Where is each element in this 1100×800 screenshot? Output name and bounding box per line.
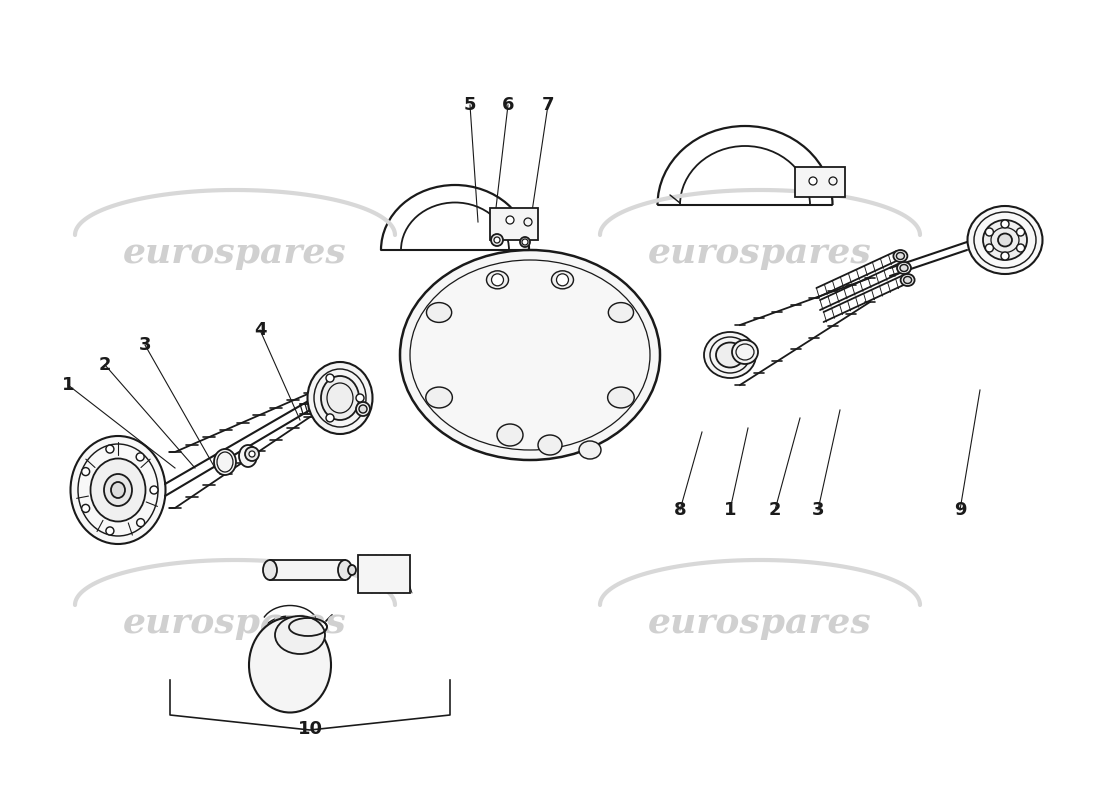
Circle shape [249, 451, 255, 457]
Ellipse shape [400, 250, 660, 460]
Text: 8: 8 [673, 501, 686, 519]
Text: 2: 2 [99, 356, 111, 374]
Ellipse shape [896, 253, 904, 259]
Circle shape [986, 244, 993, 252]
Circle shape [326, 374, 334, 382]
Text: 1: 1 [62, 376, 75, 394]
Ellipse shape [90, 458, 145, 522]
Circle shape [136, 518, 145, 526]
Circle shape [1016, 244, 1024, 252]
Circle shape [492, 274, 504, 286]
Ellipse shape [551, 271, 573, 289]
Text: 4: 4 [254, 321, 266, 339]
Ellipse shape [214, 449, 236, 475]
Ellipse shape [356, 402, 370, 416]
Ellipse shape [486, 271, 508, 289]
Text: 10: 10 [297, 720, 322, 738]
Ellipse shape [608, 302, 634, 322]
Circle shape [106, 445, 114, 453]
Ellipse shape [704, 332, 756, 378]
Text: 2: 2 [769, 501, 781, 519]
Circle shape [326, 414, 334, 422]
Ellipse shape [968, 206, 1043, 274]
Ellipse shape [900, 265, 908, 271]
Ellipse shape [275, 616, 324, 654]
Circle shape [81, 505, 89, 513]
Text: eurospares: eurospares [123, 236, 346, 270]
Text: eurospares: eurospares [123, 606, 346, 640]
Ellipse shape [716, 342, 744, 367]
Ellipse shape [893, 250, 907, 262]
Text: 1: 1 [724, 501, 736, 519]
Ellipse shape [998, 234, 1012, 246]
Ellipse shape [111, 482, 125, 498]
Circle shape [356, 394, 364, 402]
Circle shape [808, 177, 817, 185]
Circle shape [557, 274, 569, 286]
Ellipse shape [538, 435, 562, 455]
Ellipse shape [607, 387, 635, 408]
Bar [358, 555, 410, 593]
Ellipse shape [732, 340, 758, 364]
Circle shape [1001, 252, 1009, 260]
Circle shape [522, 239, 528, 245]
Ellipse shape [896, 262, 911, 274]
Ellipse shape [70, 436, 165, 544]
Text: 3: 3 [139, 336, 152, 354]
Circle shape [494, 237, 501, 243]
Circle shape [136, 453, 144, 461]
Text: 7: 7 [541, 96, 554, 114]
Ellipse shape [263, 560, 277, 580]
Ellipse shape [338, 560, 352, 580]
Ellipse shape [520, 237, 530, 247]
Text: 9: 9 [954, 501, 966, 519]
Text: 6: 6 [502, 96, 515, 114]
Circle shape [106, 527, 114, 535]
Circle shape [506, 216, 514, 224]
Bar [795, 167, 845, 197]
Ellipse shape [497, 424, 522, 446]
Circle shape [1016, 228, 1024, 236]
Circle shape [150, 486, 158, 494]
Ellipse shape [308, 362, 373, 434]
Text: eurospares: eurospares [648, 236, 872, 270]
Ellipse shape [579, 441, 601, 459]
Circle shape [1001, 220, 1009, 228]
Ellipse shape [901, 274, 914, 286]
Text: eurospares: eurospares [648, 606, 872, 640]
Text: 5: 5 [464, 96, 476, 114]
Ellipse shape [104, 474, 132, 506]
Ellipse shape [426, 387, 452, 408]
Ellipse shape [239, 445, 257, 467]
Circle shape [81, 467, 89, 475]
Ellipse shape [983, 220, 1027, 260]
Circle shape [986, 228, 993, 236]
Circle shape [491, 234, 503, 246]
Text: 3: 3 [812, 501, 824, 519]
Bar [490, 208, 538, 240]
Ellipse shape [427, 302, 452, 322]
Ellipse shape [348, 565, 356, 575]
Ellipse shape [359, 405, 367, 413]
Ellipse shape [903, 277, 912, 283]
Ellipse shape [321, 376, 359, 420]
Circle shape [245, 447, 258, 461]
Bar [270, 560, 345, 580]
Ellipse shape [249, 618, 331, 713]
